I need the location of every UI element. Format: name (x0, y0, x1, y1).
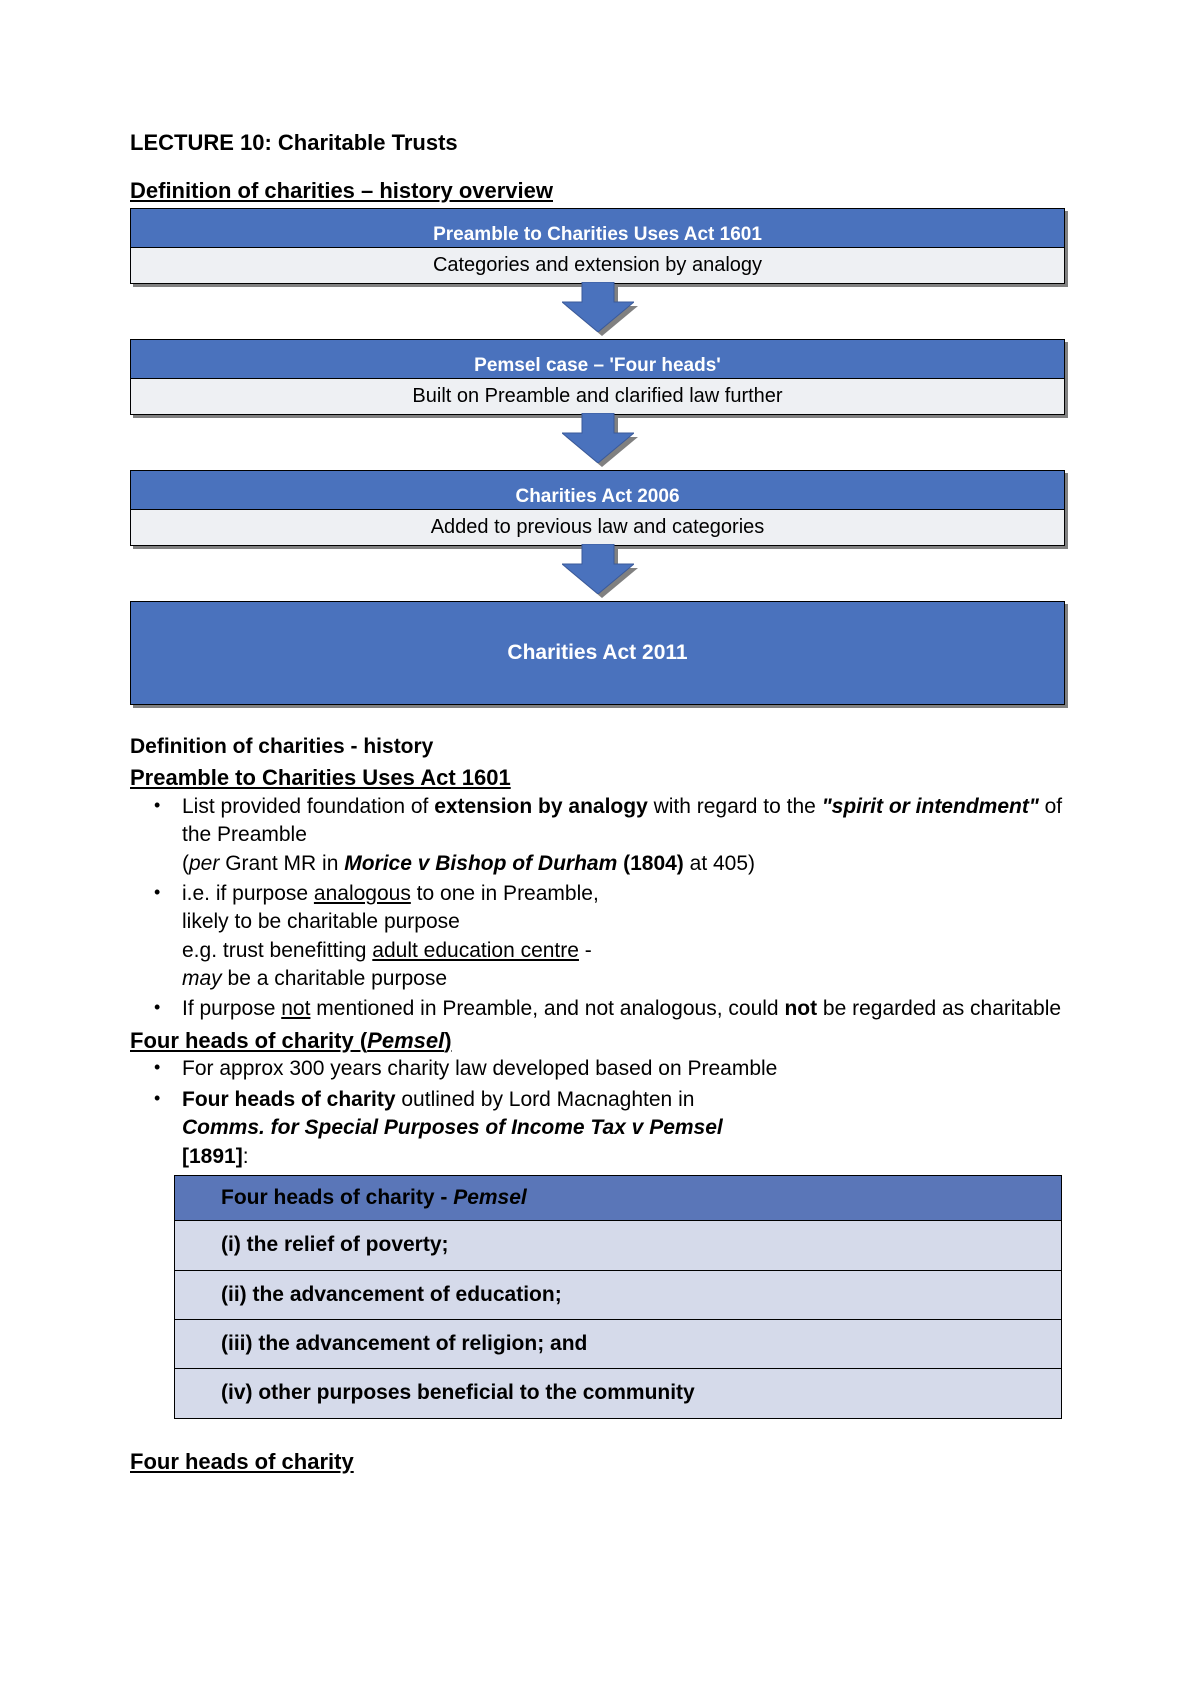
preamble-heading: Preamble to Charities Uses Act 1601 (130, 763, 1085, 793)
text: Grant MR in (219, 852, 344, 875)
text: not (281, 997, 310, 1020)
arrow-1 (130, 284, 1065, 339)
table-row: (iii) the advancement of religion; and (175, 1320, 1061, 1369)
text: ( (182, 852, 189, 875)
flow-title-1: Preamble to Charities Uses Act 1601 (130, 208, 1065, 248)
pemsel-table: Four heads of charity - Pemsel (i) the r… (174, 1175, 1062, 1419)
flowchart: Preamble to Charities Uses Act 1601 Cate… (130, 208, 1065, 705)
table-header: Four heads of charity - Pemsel (175, 1176, 1061, 1221)
text: not (784, 997, 817, 1020)
text: Pemsel (453, 1186, 527, 1209)
text: with regard to the (648, 795, 822, 818)
history-section: Definition of charities - history Preamb… (130, 733, 1085, 1476)
table-row: (iv) other purposes beneficial to the co… (175, 1369, 1061, 1417)
table-row: (ii) the advancement of education; (175, 1271, 1061, 1320)
text: outlined by Lord Macnaghten in (396, 1088, 695, 1111)
flow-block-3: Charities Act 2006 Added to previous law… (130, 470, 1065, 546)
text: mentioned in Preamble, and not analogous… (310, 997, 784, 1020)
list-item: For approx 300 years charity law develop… (182, 1055, 1085, 1083)
text: may (182, 967, 222, 990)
text: be regarded as charitable (817, 997, 1061, 1020)
text: If purpose (182, 997, 281, 1020)
flow-sub-1: Categories and extension by analogy (130, 248, 1065, 284)
text: : (243, 1145, 249, 1168)
flow-final: Charities Act 2011 (130, 601, 1065, 705)
text: List provided foundation of (182, 795, 434, 818)
text: adult education centre (372, 939, 579, 962)
flow-block-2: Pemsel case – 'Four heads' Built on Prea… (130, 339, 1065, 415)
flow-sub-2: Built on Preamble and clarified law furt… (130, 379, 1065, 415)
fourheads-heading: Four heads of charity (Pemsel) (130, 1026, 1085, 1056)
lecture-title: LECTURE 10: Charitable Trusts (130, 130, 1085, 156)
text: (1804) (617, 852, 684, 875)
text: ) (444, 1028, 451, 1053)
text: analogous (314, 882, 411, 905)
text: [1891] (182, 1145, 243, 1168)
final-heading: Four heads of charity (130, 1447, 1085, 1477)
flow-sub-3: Added to previous law and categories (130, 510, 1065, 546)
text: - (579, 939, 592, 962)
text: "spirit or intendment" (822, 795, 1039, 818)
flow-block-1: Preamble to Charities Uses Act 1601 Cate… (130, 208, 1065, 284)
list-item: i.e. if purpose analogous to one in Prea… (182, 880, 1085, 993)
table-row: (i) the relief of poverty; (175, 1221, 1061, 1270)
text: extension by analogy (434, 795, 648, 818)
preamble-bullets: List provided foundation of extension by… (130, 793, 1085, 1024)
history-heading: Definition of charities - history (130, 733, 1085, 761)
list-item: If purpose not mentioned in Preamble, an… (182, 995, 1085, 1023)
text: Morice v Bishop of Durham (344, 852, 617, 875)
flow-title-2: Pemsel case – 'Four heads' (130, 339, 1065, 379)
text: Four heads of charity - (221, 1186, 453, 1209)
text: e.g. trust benefitting (182, 939, 372, 962)
text: Four heads of charity (182, 1088, 396, 1111)
text: per (189, 852, 219, 875)
arrow-2 (130, 415, 1065, 470)
arrow-3 (130, 546, 1065, 601)
text: to one in Preamble, (411, 882, 599, 905)
text: at 405) (684, 852, 755, 875)
text: Comms. for Special Purposes of Income Ta… (182, 1116, 723, 1139)
list-item: Four heads of charity outlined by Lord M… (182, 1086, 1085, 1171)
text: likely to be charitable purpose (182, 910, 460, 933)
text: be a charitable purpose (222, 967, 447, 990)
list-item: List provided foundation of extension by… (182, 793, 1085, 878)
text: i.e. if purpose (182, 882, 314, 905)
text: Four heads of charity ( (130, 1028, 367, 1053)
flow-title-3: Charities Act 2006 (130, 470, 1065, 510)
fourheads-bullets: For approx 300 years charity law develop… (130, 1055, 1085, 1170)
text: Pemsel (367, 1028, 444, 1053)
overview-heading: Definition of charities – history overvi… (130, 178, 1085, 204)
